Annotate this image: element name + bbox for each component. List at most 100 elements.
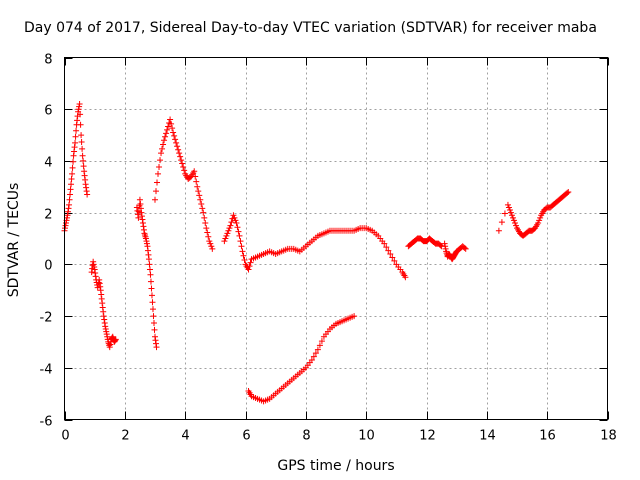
data-point [506, 207, 513, 214]
data-point [198, 201, 205, 208]
data-point [174, 143, 181, 150]
data-point [224, 230, 231, 237]
data-point [221, 238, 228, 245]
data-point [152, 337, 159, 344]
data-point [351, 313, 358, 320]
data-point [204, 229, 211, 236]
y-tick-label: 8 [44, 53, 52, 68]
data-point [139, 216, 146, 223]
data-point [138, 209, 145, 216]
data-point [97, 283, 104, 290]
data-point [160, 141, 167, 148]
data-point [246, 263, 253, 270]
x-tick-label: 12 [419, 429, 436, 444]
data-point [148, 292, 155, 299]
x-tick-label: 8 [302, 429, 310, 444]
data-point [170, 129, 177, 136]
data-point [90, 261, 97, 268]
data-point [94, 284, 101, 291]
data-point [381, 240, 388, 247]
data-point [233, 219, 240, 226]
data-point [199, 205, 206, 212]
data-point [507, 209, 514, 216]
data-point [144, 243, 151, 250]
data-point [158, 150, 165, 157]
data-point [98, 291, 105, 298]
data-point [512, 222, 519, 229]
data-point [196, 192, 203, 199]
data-point [70, 158, 77, 165]
data-point [71, 144, 78, 151]
y-tick-label: -2 [40, 311, 53, 326]
x-tick-label: 6 [242, 429, 250, 444]
data-point [205, 233, 212, 240]
tick-labels: 0 2 4 6 8 10 12 14 16 18 -6 -4 -2 0 2 4 6 8 [40, 53, 617, 444]
data-point [102, 326, 109, 332]
data-point [71, 148, 78, 155]
data-point [201, 214, 208, 221]
series-seg-c [133, 196, 160, 351]
data-point [82, 181, 89, 188]
data-point [442, 245, 449, 252]
series-seg-d [152, 116, 216, 252]
data-point [134, 211, 141, 218]
data-point [66, 196, 73, 203]
data-point [206, 238, 213, 245]
data-point [147, 278, 154, 285]
x-axis-label: GPS time / hours [277, 458, 394, 474]
data-point [228, 219, 235, 226]
plot-frame [64, 57, 608, 420]
data-point [227, 222, 234, 229]
data-point [498, 219, 505, 226]
data-point [239, 248, 246, 255]
data-point [107, 341, 114, 348]
data-point [168, 120, 175, 127]
data-point [152, 333, 158, 340]
data-point [76, 101, 83, 108]
data-point [70, 152, 77, 159]
data-point [195, 188, 202, 195]
data-point [92, 273, 99, 280]
y-tick-label: 4 [44, 156, 52, 171]
data-point [80, 157, 87, 164]
data-point [167, 116, 174, 123]
data-point [495, 227, 502, 234]
data-point [97, 287, 104, 294]
data-point [146, 266, 153, 273]
data-point [223, 232, 230, 239]
data-point [140, 223, 147, 230]
data-point [385, 247, 392, 254]
data-point [442, 243, 449, 250]
data-point [77, 121, 84, 128]
data-point [136, 196, 143, 203]
data-point [387, 251, 394, 258]
data-point [153, 344, 160, 351]
data-point [312, 350, 319, 357]
data-point [230, 212, 237, 219]
data-point [180, 163, 187, 170]
data-point [103, 328, 110, 335]
data-point [314, 346, 321, 353]
data-point [99, 304, 106, 311]
data-point [76, 103, 83, 110]
data-point [162, 133, 169, 140]
data-point [462, 245, 469, 252]
data-point [74, 117, 81, 124]
data-point [535, 219, 542, 226]
data-point [103, 331, 110, 338]
data-point [565, 188, 572, 195]
data-point [176, 150, 183, 157]
data-point [81, 168, 88, 175]
y-tick-label: 0 [44, 259, 52, 274]
series-seg-h [441, 240, 469, 263]
data-point [144, 247, 151, 254]
series-seg-e [221, 212, 409, 281]
data-point [193, 178, 200, 185]
data-point [82, 176, 89, 183]
data-point [200, 209, 207, 216]
data-point [65, 205, 72, 212]
data-point [112, 337, 119, 344]
ticks [64, 57, 609, 421]
data-point [91, 263, 98, 270]
data-point [245, 266, 252, 273]
